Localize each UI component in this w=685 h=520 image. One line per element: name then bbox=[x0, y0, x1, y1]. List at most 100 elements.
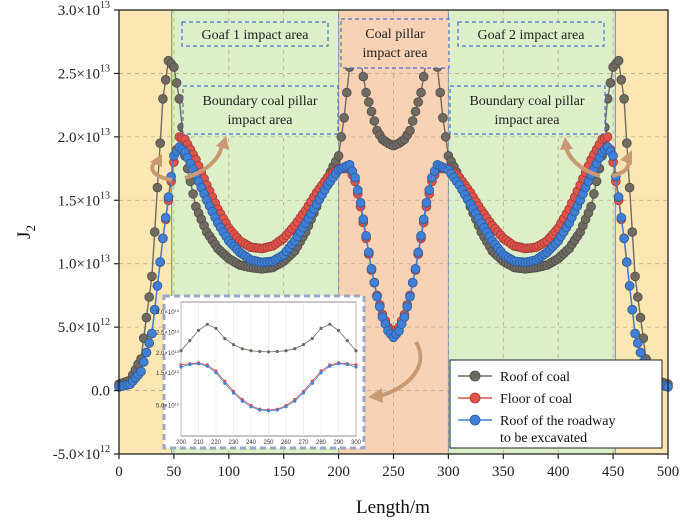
inset-series-2-point-15 bbox=[310, 381, 314, 385]
arrow-left-b-head bbox=[216, 136, 229, 150]
inset-series-0-point-4 bbox=[214, 326, 218, 330]
series-0-point-15 bbox=[155, 138, 166, 149]
series-2-point-186 bbox=[624, 281, 635, 291]
inset-series-2-point-10 bbox=[266, 409, 271, 413]
inset-y-tick-label-2: 2.0×1013 bbox=[156, 349, 180, 357]
series-0-point-118 bbox=[438, 113, 448, 123]
inset-series-0-point-11 bbox=[275, 349, 279, 354]
series-0-point-106 bbox=[405, 125, 415, 136]
y-axis-title-sub: 2 bbox=[23, 225, 38, 232]
inset-series-0-point-10 bbox=[266, 350, 271, 354]
series-0-point-186 bbox=[624, 182, 635, 193]
y-tick-label-7: 3.0×1013 bbox=[58, 0, 110, 19]
legend-label-floor-coal: Floor of coal bbox=[500, 392, 572, 407]
arrow-right-b-head bbox=[620, 150, 632, 165]
legend: Roof of coal Floor of coal Roof of the r… bbox=[449, 359, 663, 449]
inset-axes: 200 210 220 230 240 250 260 270 280 290 300 5.0×101… bbox=[156, 308, 362, 446]
inset-series-0-point-20 bbox=[354, 349, 358, 353]
inset-series-2-point-11 bbox=[275, 408, 279, 412]
series-2-point-93 bbox=[369, 277, 380, 288]
y-tick-label-6: 2.5×1013 bbox=[58, 63, 110, 82]
series-2-point-189 bbox=[632, 338, 643, 348]
pillar-label-line1: Coal pillar bbox=[365, 27, 425, 42]
series-2-point-95 bbox=[374, 301, 385, 312]
boundary-right-label: Boundary coal pillar impact area bbox=[449, 85, 606, 135]
series-0-point-172 bbox=[586, 201, 596, 212]
inset-series-0-point-17 bbox=[328, 322, 332, 326]
inset-series-0 bbox=[179, 322, 358, 354]
series-0-point-188 bbox=[630, 271, 640, 282]
inset-series-0-point-2 bbox=[196, 328, 201, 332]
goaf2-label-text: Goaf 2 impact area bbox=[478, 28, 586, 43]
inset-series-2-point-3 bbox=[205, 364, 209, 368]
series-2-point-88 bbox=[355, 198, 366, 208]
series-2-point-90 bbox=[361, 231, 371, 241]
inset-series-2-point-18 bbox=[336, 362, 341, 366]
inset-x-tick-label-6: 260 bbox=[281, 440, 292, 446]
x-tick-label-6: 300 bbox=[437, 464, 460, 480]
series-2-point-86 bbox=[350, 172, 360, 183]
series-0-point-80 bbox=[333, 151, 344, 161]
inset-series-0-point-13 bbox=[293, 347, 297, 351]
series-0-point-89 bbox=[358, 71, 369, 82]
series-2-point-185 bbox=[621, 257, 632, 267]
pillar-label-line2: impact area bbox=[363, 46, 429, 61]
series-0-point-20 bbox=[169, 62, 179, 72]
inset-series-2-point-17 bbox=[328, 364, 332, 368]
series-2-point-17 bbox=[160, 212, 171, 223]
series-2-point-184 bbox=[619, 233, 629, 244]
inset-series-2-point-9 bbox=[258, 408, 262, 412]
inset-series-0-point-7 bbox=[240, 347, 244, 351]
inset-series-2-point-20 bbox=[354, 365, 358, 369]
series-0-point-12 bbox=[147, 271, 157, 282]
inset-y-tick-label-4: 3.0×1013 bbox=[156, 308, 180, 316]
series-0-point-10 bbox=[141, 312, 152, 323]
boundary-left-line1: Boundary coal pillar bbox=[202, 94, 317, 109]
series-2-point-112 bbox=[421, 198, 432, 208]
series-2-point-91 bbox=[363, 247, 374, 258]
inset-series-2-point-2 bbox=[196, 362, 201, 366]
series-0-point-111 bbox=[418, 71, 429, 82]
series-0-point-81 bbox=[336, 132, 347, 142]
x-tick-label-10: 500 bbox=[657, 464, 680, 480]
inset-x-tick-label-7: 270 bbox=[298, 440, 309, 446]
goaf2-label: Goaf 2 impact area bbox=[457, 21, 605, 47]
series-2-point-89 bbox=[358, 214, 369, 225]
series-2-point-104 bbox=[399, 312, 410, 322]
series-0-point-189 bbox=[632, 292, 643, 302]
y-tick-label-5: 2.0×1013 bbox=[58, 127, 110, 146]
series-0-point-108 bbox=[410, 106, 421, 117]
legend-label-roof-coal: Roof of coal bbox=[500, 370, 570, 385]
series-2-point-9 bbox=[138, 357, 149, 367]
series-2-point-18 bbox=[163, 192, 174, 202]
y-axis-title: J2 bbox=[14, 225, 38, 239]
inset-series-2-point-5 bbox=[223, 381, 227, 385]
inset-series-0-point-6 bbox=[231, 343, 236, 347]
inset-y-tick-label-3: 2.5×1013 bbox=[156, 328, 180, 336]
series-0-point-179 bbox=[605, 78, 616, 88]
inset-series-2-point-19 bbox=[345, 362, 349, 367]
goaf1-label-text: Goaf 1 impact area bbox=[202, 28, 310, 43]
inset-x-tick-label-10: 300 bbox=[351, 440, 362, 446]
inset-series-0-point-14 bbox=[301, 343, 306, 347]
y-tick-label-1: 0.0 bbox=[91, 384, 110, 400]
x-tick-label-0: 0 bbox=[115, 464, 123, 480]
inset-x-tick-label-4: 240 bbox=[246, 440, 257, 446]
inset-series-0-point-15 bbox=[310, 336, 314, 341]
y-axis-title-main: J bbox=[14, 232, 35, 239]
axes: 0 50 100 150 200 250 300 350 400 450 500 -5.0×1012 0… bbox=[53, 0, 679, 480]
series-0-point-109 bbox=[413, 97, 424, 107]
series-0-point-91 bbox=[363, 97, 374, 107]
series-0-point-14 bbox=[152, 182, 163, 193]
inset-series-0-point-0 bbox=[179, 349, 183, 353]
x-tick-label-7: 350 bbox=[492, 464, 515, 480]
inset-series-2-point-8 bbox=[249, 405, 253, 409]
series-0-point-185 bbox=[621, 138, 632, 149]
series-2-point-14 bbox=[152, 281, 163, 291]
series-0-point-107 bbox=[407, 116, 418, 126]
inset-x-tick-label-0: 200 bbox=[176, 440, 187, 446]
inset-series bbox=[179, 302, 358, 436]
x-tick-label-4: 200 bbox=[327, 464, 350, 480]
series-2-point-15 bbox=[155, 257, 166, 267]
